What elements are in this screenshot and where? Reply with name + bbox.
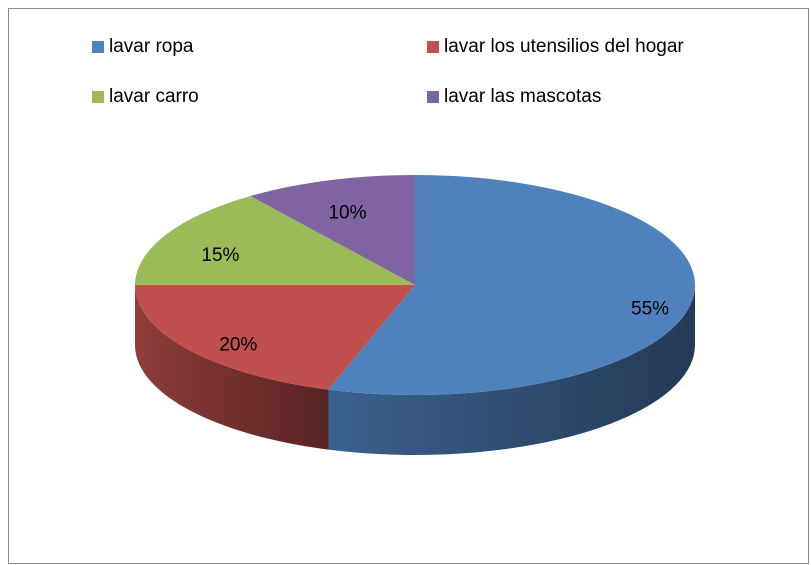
legend-swatch — [92, 91, 104, 103]
slice-side — [135, 285, 329, 450]
legend-label: lavar carro — [109, 86, 199, 107]
data-label: 20% — [219, 334, 257, 355]
slice — [135, 285, 415, 390]
legend-label: lavar los utensilios del hogar — [444, 36, 684, 57]
slice-side — [328, 285, 695, 455]
slice — [250, 175, 415, 285]
legend-swatch — [92, 41, 104, 53]
legend-swatch — [427, 91, 439, 103]
slice — [328, 175, 696, 395]
legend-label: lavar las mascotas — [444, 86, 601, 107]
legend-swatch — [427, 41, 439, 53]
data-label: 55% — [631, 299, 669, 320]
data-label: 10% — [328, 202, 366, 223]
legend-label: lavar ropa — [109, 36, 194, 57]
data-label: 15% — [201, 245, 239, 266]
slice — [135, 196, 415, 285]
